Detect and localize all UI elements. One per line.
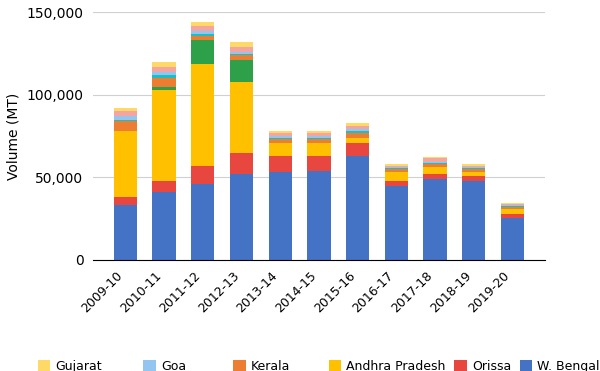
- Bar: [501, 205, 524, 206]
- Bar: [385, 186, 408, 260]
- Bar: [230, 152, 253, 174]
- Bar: [346, 123, 369, 126]
- Bar: [152, 75, 176, 78]
- Bar: [269, 156, 292, 173]
- Bar: [385, 173, 408, 181]
- Bar: [191, 26, 214, 30]
- Bar: [114, 116, 137, 119]
- Bar: [462, 173, 485, 175]
- Bar: [307, 143, 331, 156]
- Bar: [269, 173, 292, 260]
- Bar: [462, 164, 485, 166]
- Bar: [269, 136, 292, 138]
- Bar: [424, 167, 446, 174]
- Bar: [191, 22, 214, 26]
- Bar: [152, 78, 176, 86]
- Bar: [424, 158, 446, 162]
- Bar: [114, 121, 137, 131]
- Bar: [269, 131, 292, 133]
- Bar: [424, 157, 446, 158]
- Bar: [191, 34, 214, 36]
- Bar: [269, 139, 292, 143]
- Bar: [385, 166, 408, 167]
- Bar: [424, 162, 446, 163]
- Bar: [462, 167, 485, 168]
- Bar: [152, 192, 176, 260]
- Bar: [385, 167, 408, 168]
- Bar: [152, 72, 176, 75]
- Bar: [191, 184, 214, 260]
- Bar: [191, 40, 214, 63]
- Bar: [114, 108, 137, 111]
- Bar: [230, 60, 253, 82]
- Bar: [191, 36, 214, 40]
- Bar: [501, 204, 524, 205]
- Bar: [307, 136, 331, 138]
- Bar: [462, 166, 485, 167]
- Bar: [230, 52, 253, 54]
- Bar: [307, 138, 331, 139]
- Bar: [307, 133, 331, 136]
- Bar: [114, 111, 137, 116]
- Bar: [501, 214, 524, 219]
- Bar: [346, 143, 369, 156]
- Bar: [462, 169, 485, 173]
- Bar: [307, 171, 331, 260]
- Bar: [385, 169, 408, 173]
- Bar: [385, 168, 408, 169]
- Bar: [191, 63, 214, 166]
- Bar: [424, 174, 446, 179]
- Bar: [346, 131, 369, 133]
- Bar: [230, 82, 253, 152]
- Bar: [307, 131, 331, 133]
- Bar: [424, 179, 446, 260]
- Bar: [346, 156, 369, 260]
- Bar: [230, 42, 253, 47]
- Bar: [307, 139, 331, 143]
- Bar: [501, 207, 524, 209]
- Bar: [385, 181, 408, 186]
- Bar: [269, 133, 292, 136]
- Bar: [230, 47, 253, 52]
- Bar: [346, 133, 369, 138]
- Bar: [230, 174, 253, 260]
- Bar: [114, 131, 137, 197]
- Bar: [462, 168, 485, 169]
- Bar: [191, 30, 214, 34]
- Bar: [152, 67, 176, 72]
- Bar: [152, 86, 176, 90]
- Bar: [346, 126, 369, 129]
- Bar: [230, 54, 253, 55]
- Bar: [269, 138, 292, 139]
- Bar: [501, 219, 524, 260]
- Bar: [462, 181, 485, 260]
- Bar: [307, 156, 331, 171]
- Bar: [191, 166, 214, 184]
- Bar: [501, 209, 524, 214]
- Bar: [424, 163, 446, 164]
- Bar: [114, 205, 137, 260]
- Bar: [114, 119, 137, 121]
- Bar: [385, 164, 408, 166]
- Bar: [230, 55, 253, 60]
- Bar: [114, 197, 137, 205]
- Bar: [346, 129, 369, 131]
- Bar: [346, 138, 369, 143]
- Bar: [501, 206, 524, 207]
- Bar: [152, 181, 176, 192]
- Bar: [152, 90, 176, 181]
- Legend: Gujarat, Maharashtra, Goa, Karnataka, Kerala, Tamil Nadu, Andhra Pradesh, Orissa: Gujarat, Maharashtra, Goa, Karnataka, Ke…: [38, 360, 600, 371]
- Bar: [501, 203, 524, 204]
- Y-axis label: Volume (MT): Volume (MT): [7, 92, 21, 180]
- Bar: [424, 164, 446, 167]
- Bar: [269, 143, 292, 156]
- Bar: [462, 175, 485, 181]
- Bar: [152, 62, 176, 67]
